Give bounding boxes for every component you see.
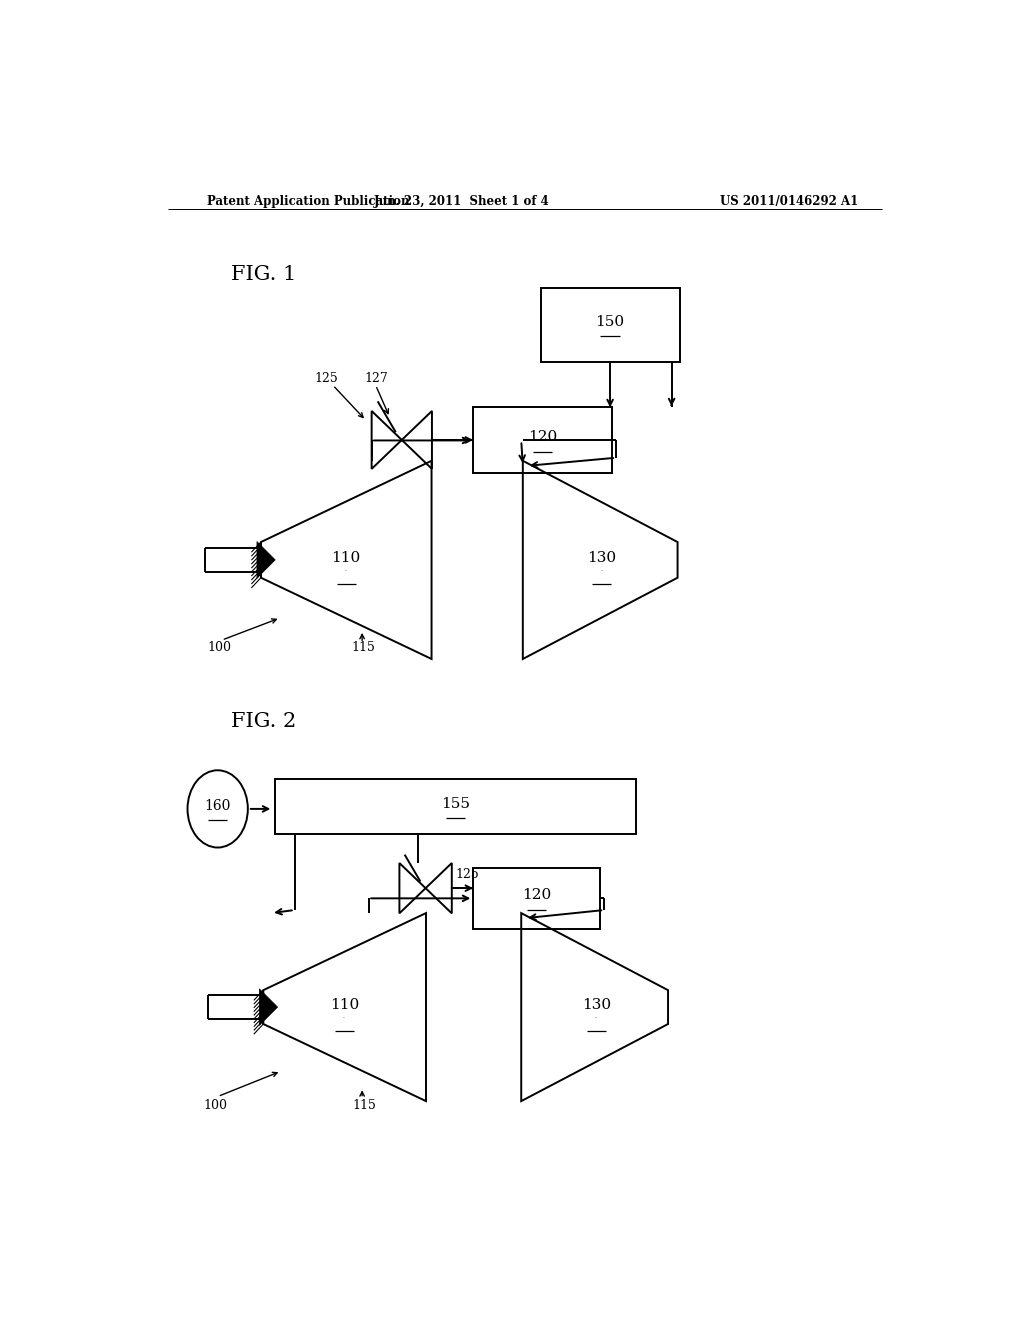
Text: 160: 160	[205, 799, 230, 813]
Text: US 2011/0146292 A1: US 2011/0146292 A1	[720, 195, 858, 209]
Text: 110: 110	[332, 550, 360, 565]
Text: 125: 125	[456, 869, 479, 882]
Text: 155: 155	[441, 797, 470, 810]
Text: 115: 115	[352, 1100, 377, 1113]
Text: 120: 120	[522, 888, 551, 903]
Text: 150: 150	[596, 315, 625, 329]
Text: 115: 115	[352, 640, 376, 653]
Bar	[473, 408, 612, 474]
Text: Jun. 23, 2011  Sheet 1 of 4: Jun. 23, 2011 Sheet 1 of 4	[374, 195, 549, 209]
Bar	[541, 289, 680, 362]
Polygon shape	[257, 541, 275, 578]
Text: 130: 130	[587, 550, 616, 565]
Text: 100: 100	[204, 1100, 227, 1113]
Bar	[473, 867, 600, 929]
Text: 120: 120	[528, 430, 557, 445]
Text: FIG. 2: FIG. 2	[231, 713, 296, 731]
Polygon shape	[259, 989, 278, 1026]
Text: 110: 110	[330, 998, 359, 1012]
Text: Patent Application Publication: Patent Application Publication	[207, 195, 410, 209]
Text: 130: 130	[582, 998, 610, 1012]
Text: 100: 100	[207, 640, 231, 653]
Text: 125: 125	[314, 372, 338, 385]
Text: 127: 127	[365, 372, 388, 385]
Text: FIG. 1: FIG. 1	[231, 265, 297, 284]
Bar	[274, 779, 636, 834]
